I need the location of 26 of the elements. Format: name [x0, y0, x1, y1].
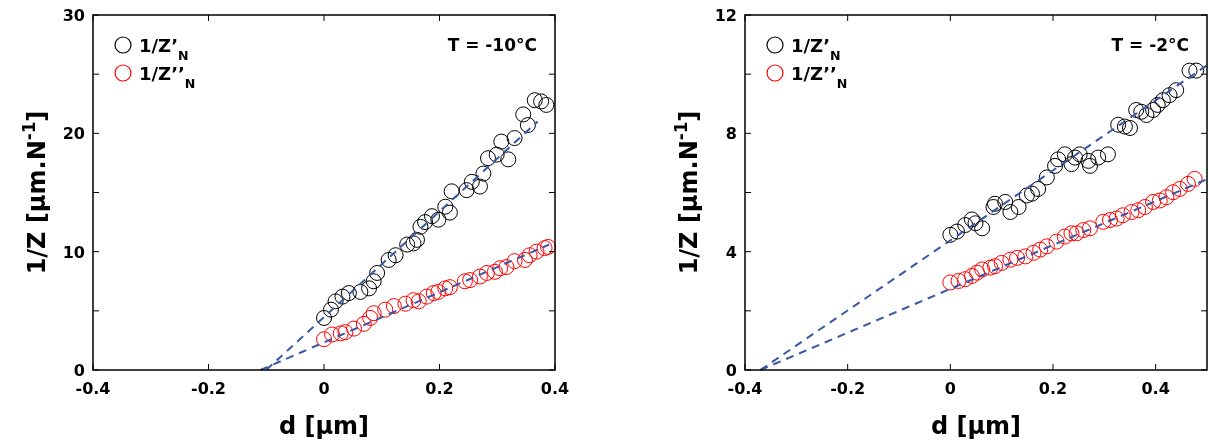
y-tick-label: 4	[725, 242, 737, 262]
legend-label: 1/Z’’$_{N}$	[791, 63, 848, 91]
x-axis-title: d [µm]	[930, 412, 1022, 440]
y-tick-label: 0	[73, 361, 85, 380]
legend-label: 1/Z’$_{N}$	[791, 35, 841, 63]
x-tick-label: -0.4	[75, 379, 111, 398]
x-tick-label: -0.2	[830, 379, 866, 398]
legend-label: 1/Z’$_{N}$	[139, 35, 189, 63]
x-tick-label: 0.2	[1038, 379, 1068, 398]
x-tick-label: -0.4	[727, 379, 763, 398]
y-tick-label: 12	[714, 6, 737, 25]
y-tick-label: 0	[725, 361, 737, 380]
y-tick-label: 8	[725, 124, 737, 144]
annotation: T = -10°C	[447, 35, 537, 55]
y-tick-label: 20	[62, 124, 85, 144]
legend-label: 1/Z’’$_{N}$	[139, 63, 196, 91]
x-tick-label: 0.4	[540, 379, 570, 398]
x-tick-label: 0.4	[1141, 379, 1170, 398]
x-tick-label: 0	[318, 379, 330, 398]
x-axis-title: d [µm]	[278, 412, 370, 440]
x-tick-label: 0	[944, 379, 956, 398]
y-tick-label: 10	[62, 242, 85, 262]
x-tick-label: -0.2	[191, 379, 226, 398]
annotation: T = -2°C	[1111, 35, 1189, 55]
y-tick-label: 30	[62, 6, 85, 25]
x-tick-label: 0.2	[425, 379, 454, 398]
